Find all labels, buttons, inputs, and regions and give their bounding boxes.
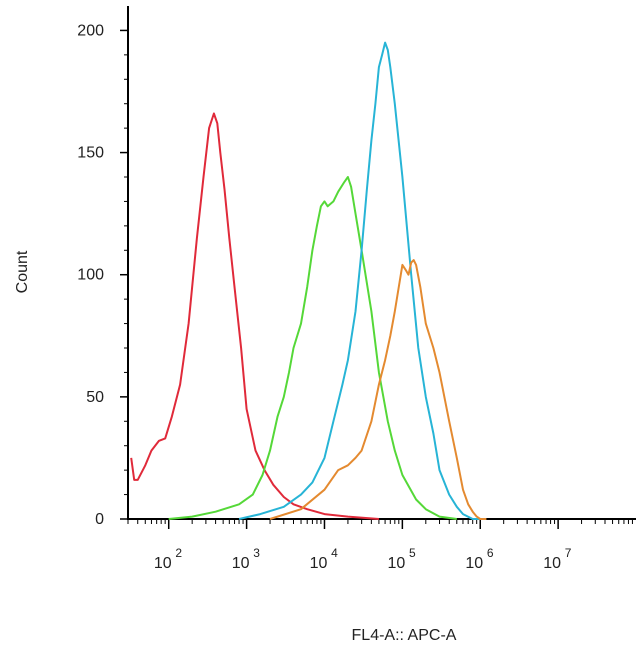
histogram-series-1 [130,112,379,520]
x-tick-exponent: 3 [253,546,260,560]
y-tick-label: 100 [77,267,104,284]
x-tick-label: 10 [387,555,405,572]
x-tick-label: 10 [310,555,328,572]
histogram-series-3 [238,41,481,520]
series-layer [130,41,487,520]
y-tick-label: 0 [95,511,104,528]
x-tick-exponent: 6 [487,546,494,560]
x-tick-exponent: 5 [409,546,416,560]
y-tick-label: 50 [86,389,104,406]
y-tick-label: 200 [77,22,104,39]
x-tick-label: 10 [232,555,250,572]
y-axis: 0 50 100 150 200 [77,22,128,528]
x-tick-label: 10 [154,555,172,572]
x-axis-title: FL4-A:: APC-A [352,627,457,644]
x-tick-label: 10 [543,555,561,572]
plot-frame [127,6,636,520]
histogram-series-4 [269,259,487,520]
y-axis-title: Count [14,250,31,293]
histogram-series-2 [168,176,457,520]
x-tick-label: 10 [465,555,483,572]
x-tick-exponent: 2 [175,546,182,560]
y-tick-label: 150 [77,145,104,162]
x-tick-exponent: 4 [331,546,338,560]
x-tick-exponent: 7 [565,546,572,560]
